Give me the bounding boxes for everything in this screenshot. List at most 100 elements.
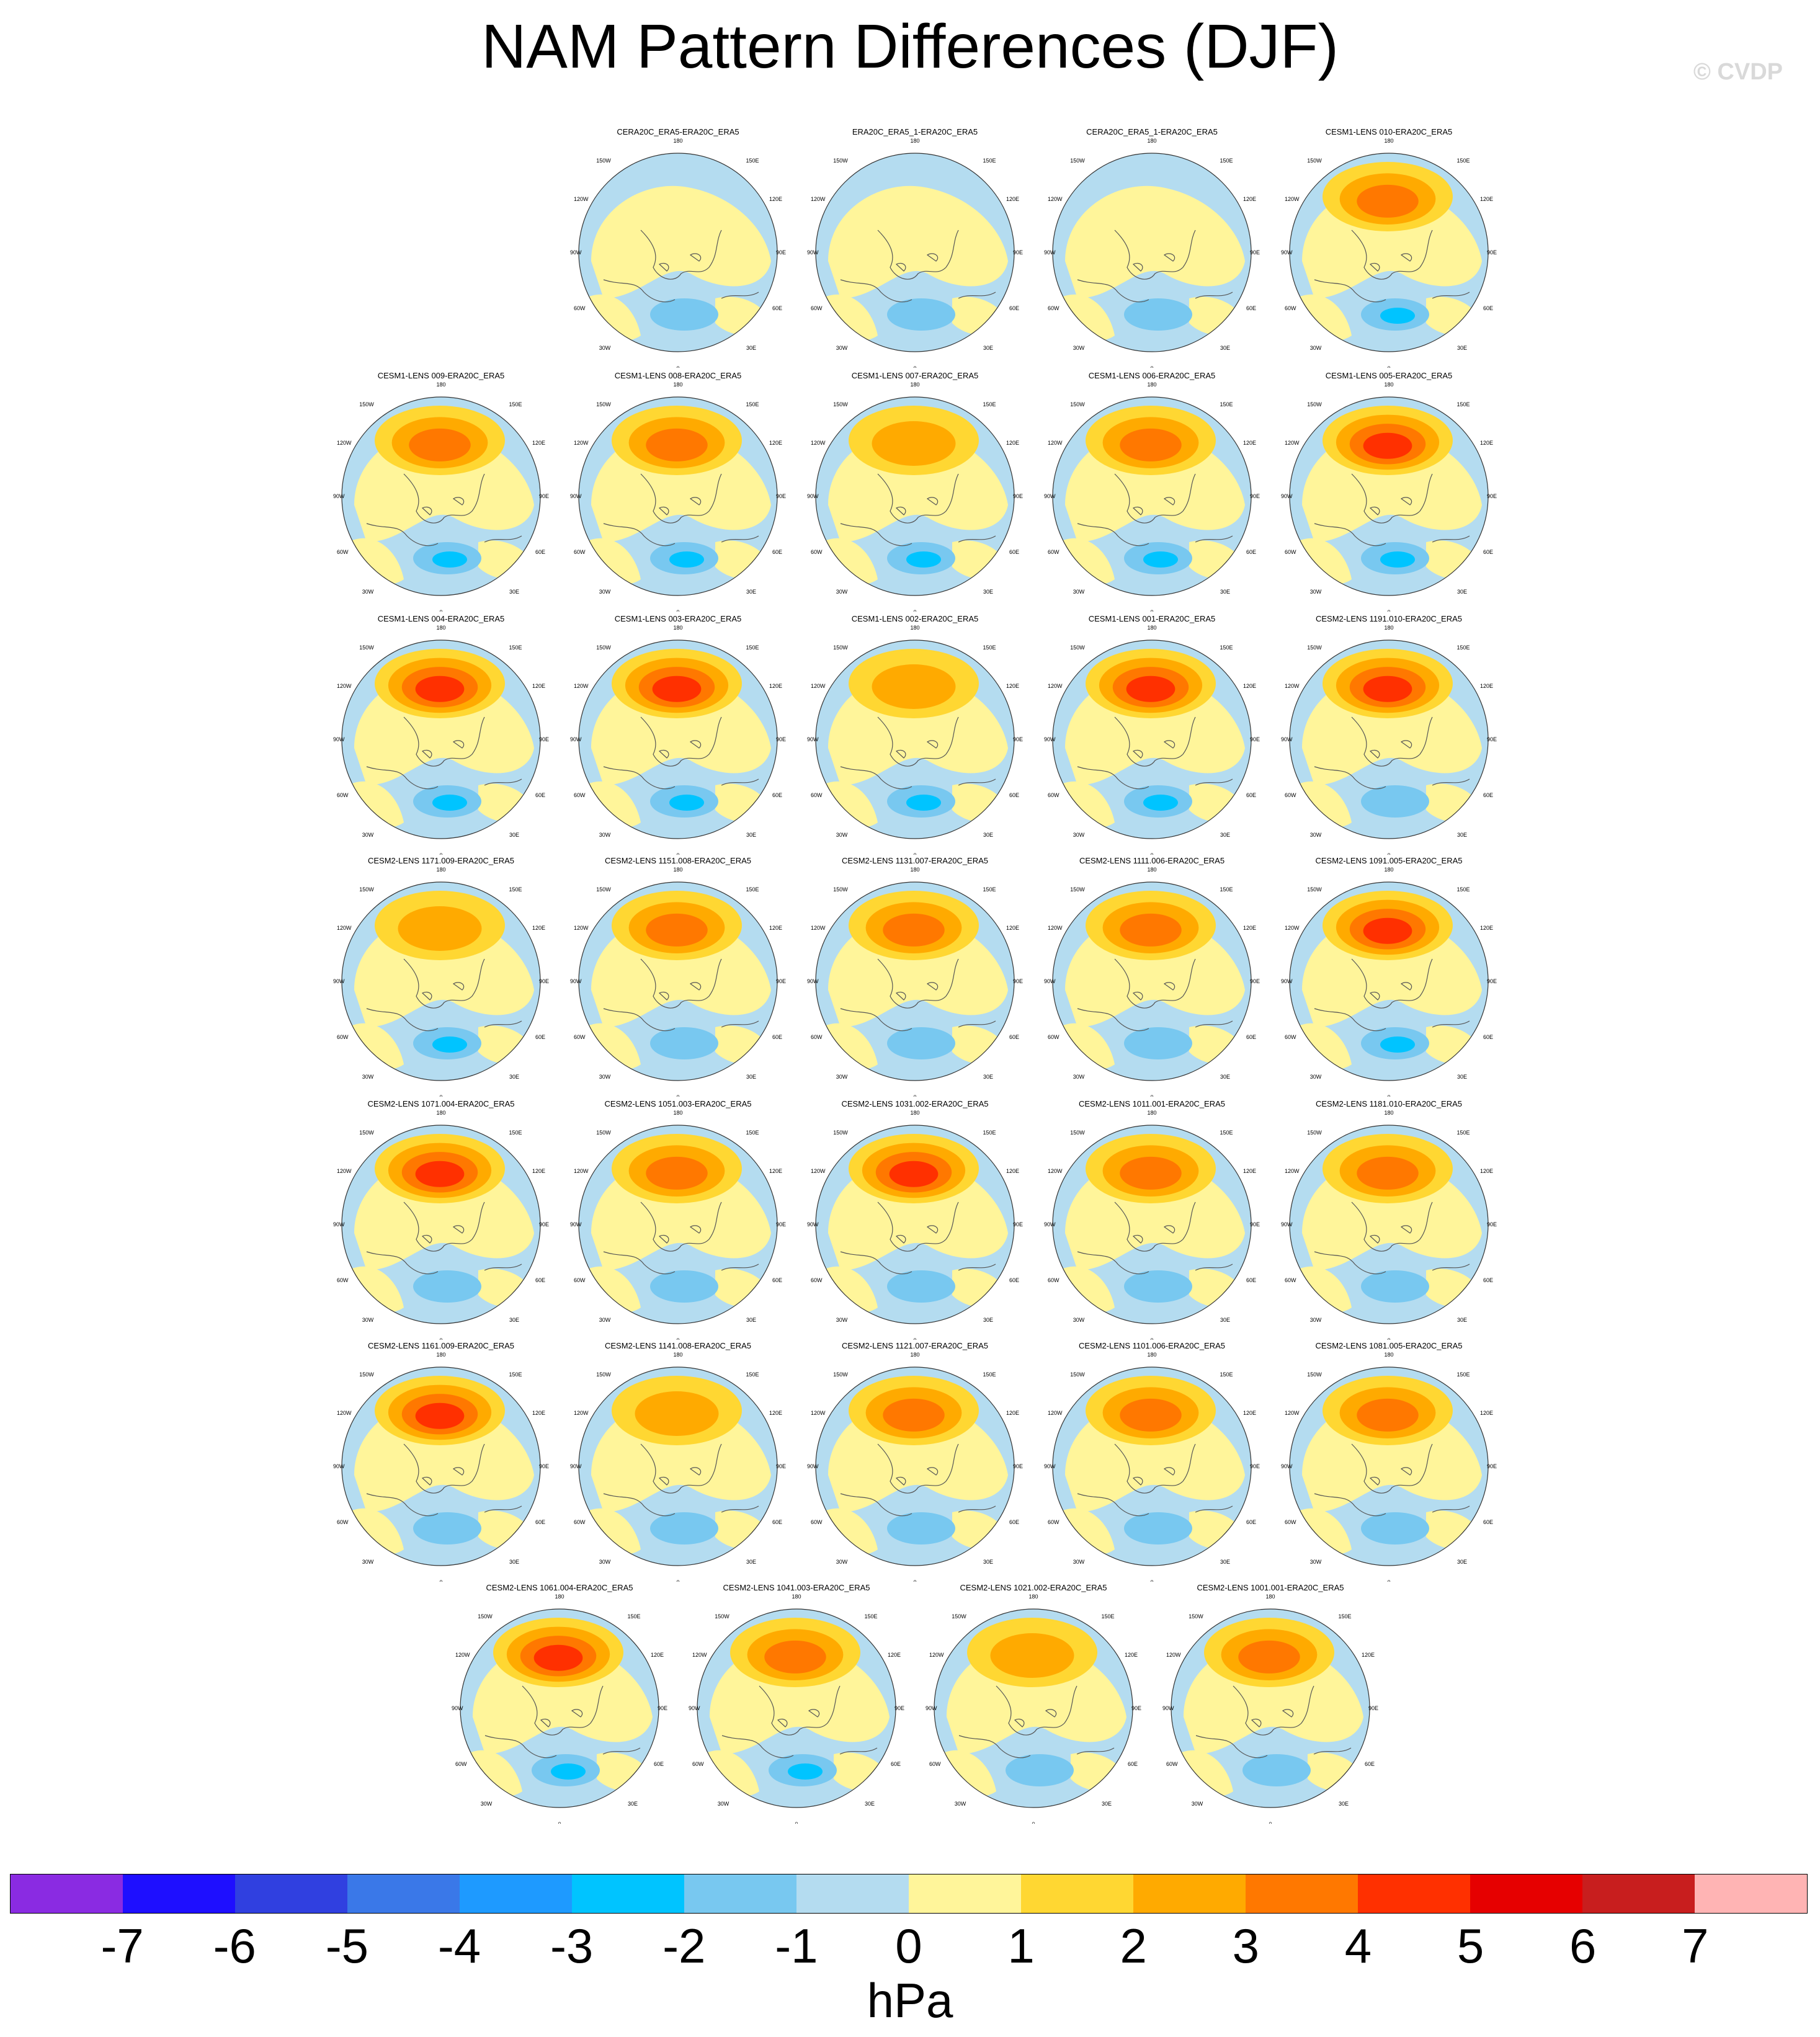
- atlantic-low-contour: [650, 1512, 718, 1544]
- longitude-label: 120E: [1006, 1168, 1019, 1174]
- polar-map: 180 0 90W 90E 150W 120W 150E 120E 60W 30W 60E 30E: [807, 1110, 1023, 1340]
- map-border: [1052, 153, 1252, 352]
- longitude-label: 30E: [1339, 1801, 1349, 1807]
- longitude-label: 60W: [1285, 549, 1296, 555]
- longitude-label: 60W: [574, 1277, 586, 1283]
- map-panel: CESM1-LENS 003-ERA20C_ERA5 180 0 90W 90E 150W…: [566, 614, 790, 855]
- longitude-label: 150E: [509, 401, 522, 408]
- map-panel: CESM2-LENS 1151.008-ERA20C_ERA5 180 0 90W 90…: [566, 856, 790, 1097]
- map-border: [1052, 1125, 1252, 1324]
- colorbar-label: -1: [775, 1919, 818, 1973]
- longitude-label: 90E: [539, 1221, 549, 1228]
- map-border: [578, 1125, 778, 1324]
- pacific-high-contour: [1357, 184, 1419, 218]
- pacific-high-contour: [415, 675, 465, 702]
- pacific-high-contour: [415, 1161, 465, 1187]
- polar-map: 180 0 90W 90E 150W 120W 150E 120E 60W 30W 60E 30E: [1044, 138, 1260, 368]
- longitude-label: 150E: [1220, 1371, 1233, 1378]
- map-panel: CERA20C_ERA5-ERA20C_ERA5 180 0 90W 90E 150W 12…: [566, 127, 790, 368]
- longitude-label: 30E: [1220, 1559, 1230, 1565]
- atlantic-low-contour: [432, 795, 467, 811]
- longitude-label: 90W: [807, 1221, 819, 1228]
- map-border: [578, 396, 778, 596]
- panel-title: CESM2-LENS 1131.007-ERA20C_ERA5: [841, 856, 989, 865]
- polar-map: 180 0 90W 90E 150W 120W 150E 120E 60W 30W 60E 30E: [452, 1593, 667, 1824]
- longitude-label: 180: [673, 625, 682, 631]
- longitude-label: 90W: [1281, 978, 1293, 984]
- atlantic-low-contour: [650, 1270, 718, 1303]
- longitude-label: 180: [1028, 1593, 1038, 1600]
- longitude-label: 30E: [865, 1801, 875, 1807]
- pacific-high-contour: [1238, 1640, 1300, 1674]
- panel-title: CESM2-LENS 1141.008-ERA20C_ERA5: [604, 1341, 752, 1350]
- polar-map: 180 0 90W 90E 150W 120W 150E 120E 60W 30W 60E 30E: [926, 1593, 1141, 1824]
- colorbar-label: 5: [1456, 1919, 1484, 1973]
- longitude-label: 30E: [983, 832, 993, 838]
- longitude-label: 60W: [811, 1277, 823, 1283]
- longitude-label: 60E: [1483, 1519, 1493, 1525]
- longitude-label: 120E: [1480, 440, 1493, 446]
- longitude-label: 150W: [1070, 1371, 1085, 1378]
- map-panel: CESM2-LENS 1111.006-ERA20C_ERA5 180 0 90W 90…: [1040, 856, 1264, 1097]
- longitude-label: 150E: [1456, 644, 1470, 651]
- coastline: [1314, 1443, 1470, 1517]
- panel-title: CESM2-LENS 1021.002-ERA20C_ERA5: [960, 1583, 1107, 1592]
- longitude-label: 90W: [333, 493, 345, 499]
- longitude-label: 60E: [1483, 549, 1493, 555]
- map-border: [815, 153, 1015, 352]
- longitude-label: 60W: [811, 305, 823, 311]
- longitude-label: 120W: [811, 1410, 826, 1416]
- longitude-label: 90W: [1044, 978, 1056, 984]
- polar-map: 180 0 90W 90E 150W 120W 150E 120E 60W 30W 60E 30E: [1044, 1352, 1260, 1582]
- colorbar-label: -4: [437, 1919, 481, 1973]
- longitude-label: 60W: [337, 549, 349, 555]
- coastline: [1077, 716, 1233, 790]
- longitude-label: 90W: [1044, 736, 1056, 742]
- longitude-label: 120E: [532, 1410, 545, 1416]
- longitude-label: 90E: [776, 1221, 786, 1228]
- longitude-label: 60W: [1285, 1277, 1296, 1283]
- longitude-label: 30W: [599, 1317, 611, 1323]
- pacific-high-contour: [1120, 1398, 1182, 1432]
- longitude-label: 150W: [359, 1371, 374, 1378]
- longitude-label: 150E: [983, 886, 996, 893]
- longitude-label: 150W: [833, 644, 848, 651]
- longitude-label: 120E: [1243, 925, 1256, 931]
- longitude-label: 0: [1387, 609, 1390, 612]
- positive-anomaly: [591, 185, 771, 298]
- atlantic-low-contour: [1361, 1270, 1429, 1303]
- longitude-label: 60E: [772, 1519, 782, 1525]
- polar-map: 180 0 90W 90E 150W 120W 150E 120E 60W 30W 60E 30E: [1281, 867, 1497, 1097]
- longitude-label: 180: [1147, 138, 1156, 144]
- colorbar-swatch: [1021, 1874, 1133, 1913]
- longitude-label: 150E: [627, 1613, 640, 1620]
- map-border: [341, 396, 541, 596]
- pacific-high-contour: [990, 1633, 1074, 1678]
- longitude-label: 30E: [983, 1317, 993, 1323]
- pacific-high-contour: [872, 664, 956, 709]
- longitude-label: 60W: [574, 549, 586, 555]
- coastline: [840, 716, 996, 790]
- longitude-label: 30W: [599, 589, 611, 595]
- longitude-label: 90E: [1368, 1705, 1378, 1711]
- longitude-label: 150W: [359, 1130, 374, 1136]
- longitude-label: 30W: [362, 832, 374, 838]
- coastline: [603, 473, 759, 546]
- atlantic-low-contour: [887, 1512, 955, 1544]
- polar-map: 180 0 90W 90E 150W 120W 150E 120E 60W 30W 60E 30E: [1281, 138, 1497, 368]
- longitude-label: 30E: [1457, 1559, 1467, 1565]
- longitude-label: 60W: [1048, 1277, 1059, 1283]
- longitude-label: 90E: [539, 1463, 549, 1469]
- longitude-label: 180: [910, 138, 919, 144]
- longitude-label: 30E: [1457, 1074, 1467, 1080]
- longitude-label: 30W: [1310, 1317, 1322, 1323]
- longitude-label: 150W: [596, 886, 611, 893]
- coastline: [1314, 716, 1470, 790]
- longitude-label: 30W: [1073, 1559, 1085, 1565]
- longitude-label: 60W: [574, 1519, 586, 1525]
- polar-map: 180 0 90W 90E 150W 120W 150E 120E 60W 30W 60E 30E: [1044, 1110, 1260, 1340]
- longitude-label: 60E: [1128, 1761, 1138, 1767]
- panel-title: CESM2-LENS 1111.006-ERA20C_ERA5: [1079, 856, 1225, 865]
